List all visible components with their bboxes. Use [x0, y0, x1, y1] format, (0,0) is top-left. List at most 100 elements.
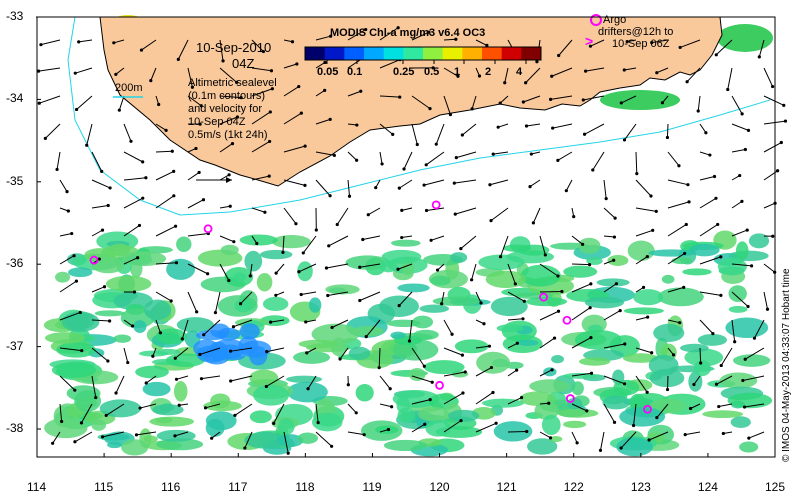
velocity-arrow-head — [149, 79, 153, 83]
velocity-arrow — [315, 35, 331, 41]
velocity-arrow-head — [692, 382, 696, 387]
velocity-arrow-head — [685, 80, 689, 84]
velocity-arrow-head — [591, 168, 595, 172]
altimetry-note-line: Altimetric sealevel — [188, 77, 277, 89]
chlorophyll-patch — [176, 236, 192, 252]
colorbar-title: MODIS Chl-a mg/m3 v6.4 OC3 — [330, 27, 486, 39]
colorbar-tick-label: 0.25 — [393, 66, 415, 78]
velocity-arrow-head — [269, 320, 273, 324]
chlorophyll-patch — [649, 368, 685, 388]
x-axis-tick-label: 114 — [27, 480, 47, 494]
velocity-arrow — [679, 39, 701, 48]
velocity-arrow-head — [556, 274, 560, 278]
velocity-arrow-head — [489, 365, 494, 370]
velocity-arrow-head — [671, 353, 676, 357]
velocity-arrow — [123, 123, 132, 142]
velocity-arrow — [59, 255, 75, 265]
velocity-arrow — [667, 286, 684, 293]
velocity-arrow-head — [364, 335, 368, 339]
velocity-arrow-head — [108, 186, 112, 190]
velocity-arrow-head — [745, 228, 749, 232]
velocity-arrow-head — [588, 306, 592, 310]
velocity-arrow-head — [359, 89, 363, 93]
velocity-arrow-head — [665, 135, 670, 140]
velocity-arrow-head — [114, 391, 118, 395]
velocity-arrow — [315, 62, 326, 69]
velocity-arrow — [699, 319, 714, 334]
velocity-arrow-head — [129, 139, 133, 143]
colorbar-tick-label: 0.05 — [317, 66, 339, 78]
velocity-arrow-head — [479, 301, 483, 305]
velocity-arrow — [697, 95, 701, 112]
velocity-arrow-head — [323, 60, 327, 65]
velocity-arrow-head — [238, 302, 243, 306]
velocity-arrow-head — [213, 311, 218, 315]
colorbar-segment — [462, 47, 483, 60]
velocity-arrow-head — [743, 357, 747, 361]
colorbar-segment — [501, 47, 522, 60]
velocity-arrow — [379, 59, 401, 69]
velocity-arrow — [187, 67, 193, 88]
chlorophyll-patch — [397, 407, 416, 423]
velocity-arrow — [754, 319, 765, 339]
chlorophyll-patch — [529, 379, 571, 394]
velocity-arrow — [251, 111, 271, 125]
velocity-arrow-head — [588, 44, 593, 48]
velocity-arrow — [585, 67, 605, 72]
colorbar-segment — [442, 47, 463, 60]
velocity-arrow — [699, 347, 702, 364]
velocity-arrow — [155, 170, 174, 181]
chlorophyll-patch — [447, 409, 480, 422]
velocity-arrow — [187, 263, 208, 275]
argo-legend-label-1: Argo — [603, 14, 627, 26]
velocity-arrow-head — [74, 107, 79, 112]
altimetry-note-line: 0.5m/s (1kt 24h) — [188, 129, 268, 141]
velocity-arrow-head — [721, 431, 725, 436]
velocity-arrow — [456, 151, 477, 159]
chlorophyll-patch — [728, 285, 747, 302]
velocity-arrow — [731, 319, 736, 342]
velocity-arrow-head — [397, 304, 401, 308]
velocity-arrow — [59, 347, 82, 352]
velocity-arrow-head — [139, 48, 144, 52]
velocity-arrow-head — [612, 420, 617, 424]
velocity-arrow-head — [335, 222, 339, 227]
argo-legend-arrow: > — [585, 33, 593, 49]
velocity-arrow — [460, 235, 477, 250]
chlorophyll-patch — [203, 400, 242, 412]
altimetry-note-line: 10-Sep 04Z — [188, 116, 246, 128]
velocity-arrow-head — [470, 278, 474, 282]
chlorophyll-patch — [311, 412, 343, 432]
velocity-arrow — [219, 39, 224, 61]
velocity-arrow-head — [733, 340, 737, 344]
chlorophyll-patch — [432, 296, 481, 306]
velocity-arrow-head — [400, 208, 404, 212]
velocity-arrow — [656, 67, 669, 74]
velocity-arrow — [499, 95, 509, 104]
velocity-arrow — [115, 375, 125, 394]
velocity-arrow-head — [752, 336, 757, 340]
velocity-arrow — [347, 179, 351, 197]
velocity-arrow — [91, 347, 109, 362]
velocity-arrow-head — [582, 132, 587, 136]
velocity-arrow — [571, 263, 590, 266]
velocity-arrow — [326, 263, 349, 269]
velocity-arrow-head — [560, 289, 564, 294]
velocity-arrow — [251, 39, 264, 52]
chlorophyll-patch — [633, 289, 664, 306]
chlorophyll-patch — [496, 324, 524, 333]
isobath-legend-label: 200m — [115, 82, 143, 94]
x-axis-tick-label: 120 — [429, 480, 450, 494]
velocity-arrow-head — [521, 100, 525, 104]
velocity-arrow — [699, 197, 717, 209]
velocity-arrow-head — [719, 255, 723, 259]
velocity-arrow-head — [503, 81, 507, 85]
velocity-arrow-head — [551, 126, 555, 130]
velocity-arrow — [443, 392, 464, 405]
velocity-arrow-head — [314, 228, 318, 232]
velocity-arrow-head — [649, 194, 653, 198]
velocity-arrow-head — [132, 290, 137, 294]
colorbar-tick-label: 1 — [454, 66, 461, 78]
velocity-arrow — [59, 233, 72, 237]
velocity-arrow-head — [274, 271, 278, 275]
